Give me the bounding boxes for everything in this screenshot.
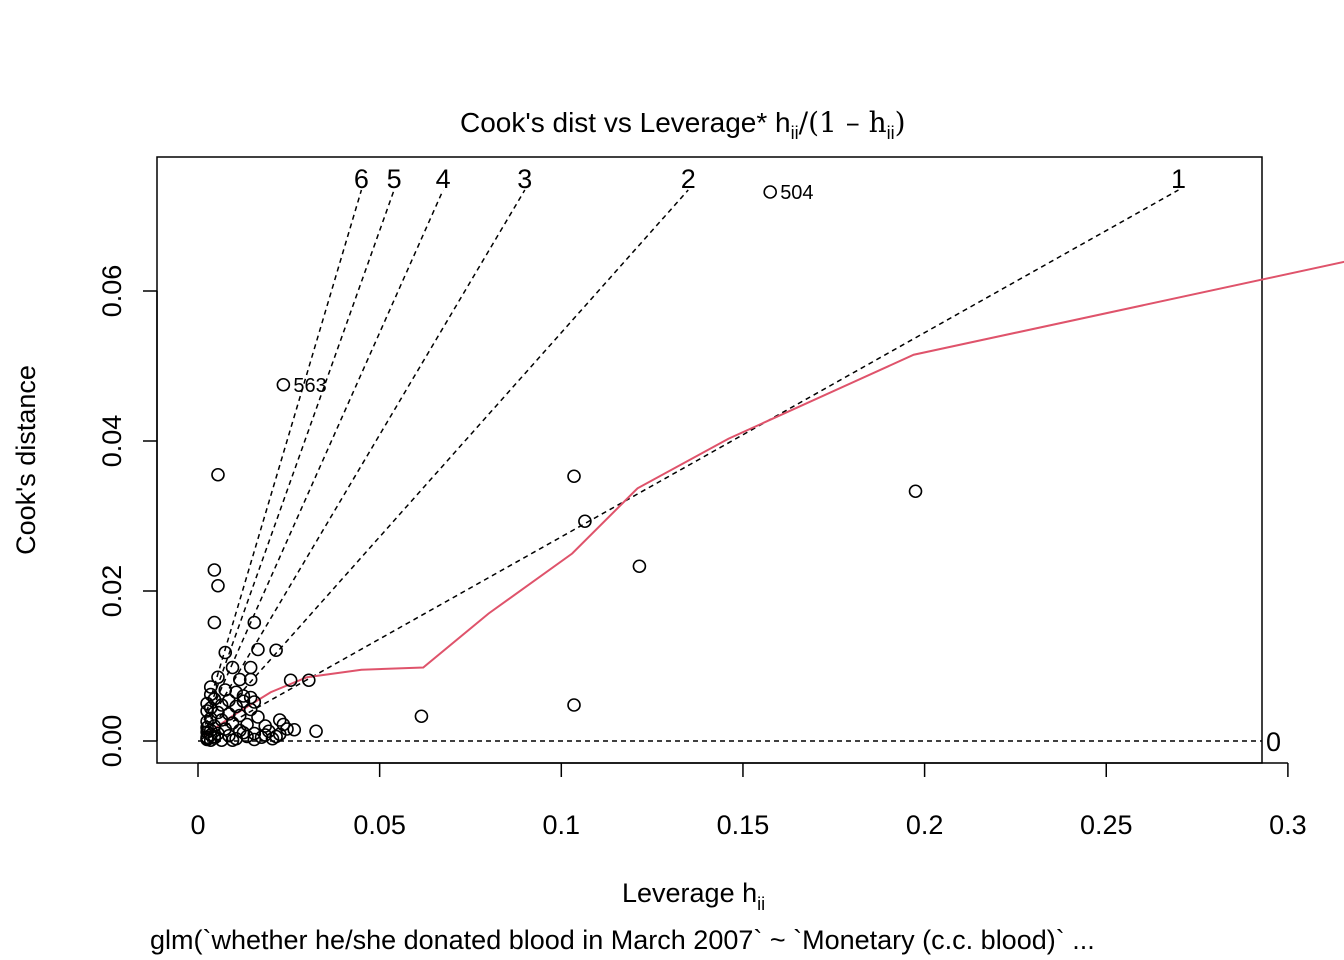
data-point [211,670,225,685]
chart-title-mid: /(1 – h [799,106,887,139]
y-tick-label: 0.02 [97,565,127,618]
points-group [200,467,923,748]
data-point [236,689,251,703]
data-point [207,615,222,630]
smooth-line-group [204,260,1344,736]
x-tick-label: 0.3 [1269,810,1307,840]
data-point [200,714,214,729]
data-point [276,717,291,732]
chart-title-sub1: ii [791,123,799,143]
axes: 0 0.05 0.1 0.15 0.2 0.25 0.3 0.00 0.02 0.04 0.06 [97,265,1307,840]
data-point [232,708,247,723]
x-tick-label: 0 [190,810,205,840]
x-axis-label-sub: ii [757,894,765,914]
reference-line-3 [200,189,526,736]
data-point [243,702,258,717]
data-point [272,713,287,727]
data-point [632,559,647,574]
data-point [229,685,243,700]
data-point [247,615,262,630]
reference-label-3: 3 [517,164,532,194]
labeled-points-group: 5045631 [276,182,814,397]
data-point [218,645,233,660]
labeled-point [763,185,777,199]
reference-line-2 [201,189,689,738]
y-tick-label: 0.06 [97,265,127,318]
data-point [207,729,222,744]
model-caption: glm(`whether he/she donated blood in Mar… [150,925,1095,955]
data-point [203,701,218,715]
data-point [222,728,236,743]
reference-label-2: 2 [681,164,696,194]
x-tick-label: 0.25 [1080,810,1133,840]
y-tick-label: 0.04 [97,415,127,468]
data-point [225,660,240,675]
reference-label-6: 6 [354,164,369,194]
reference-lines: 6 5 4 3 2 1 0 [198,164,1281,757]
data-point [214,733,229,748]
data-point [567,698,581,712]
y-tick-label: 0.00 [97,715,127,768]
data-point [302,673,316,688]
chart-title-sub2: ii [887,123,895,143]
data-point [203,687,218,702]
data-point [309,724,323,739]
data-point [283,673,298,688]
data-point [211,467,225,482]
x-tick-label: 0.05 [353,810,406,840]
x-tick-label: 0.15 [717,810,770,840]
point-label: 563 [293,375,326,397]
chart-title-end: ) [895,106,906,139]
labeled-point [276,377,291,392]
data-point [247,695,262,709]
data-point [908,484,923,499]
data-point [269,643,283,658]
reference-label-5: 5 [387,164,402,194]
data-point [203,680,218,694]
data-point [269,729,283,744]
data-point [232,672,247,687]
data-point [258,728,273,742]
data-point [200,696,214,711]
x-axis-label: Leverage hii [622,878,765,914]
y-axis-label: Cook's distance [11,365,41,555]
reference-line-6 [200,189,363,729]
smooth-line [204,260,1344,736]
data-point [251,642,265,657]
data-point [207,563,222,577]
data-point [236,725,251,740]
data-point [200,731,214,746]
data-point [200,704,214,718]
reference-line-5 [200,189,395,732]
data-point [251,710,265,724]
x-axis-label-main: Leverage h [622,878,757,908]
reference-label-0: 0 [1266,727,1281,757]
chart-title: Cook's dist vs Leverage* hii/(1 – hii) [460,106,906,143]
data-point [247,726,262,741]
x-tick-label: 0.2 [906,810,944,840]
data-point [243,672,258,687]
data-point [567,469,581,484]
data-point [287,722,302,737]
reference-line-4 [200,189,444,734]
data-point [578,514,592,529]
reference-label-1: 1 [1171,164,1186,194]
x-tick-label: 0.1 [543,810,581,840]
reference-line-1 [201,189,1179,740]
data-point [414,709,429,724]
point-label: 504 [780,182,813,204]
data-point [243,660,258,675]
reference-label-4: 4 [436,164,451,194]
data-point [229,699,243,714]
chart-title-main: Cook's dist vs Leverage* h [460,107,791,138]
data-point [211,578,225,593]
data-point [225,733,240,748]
